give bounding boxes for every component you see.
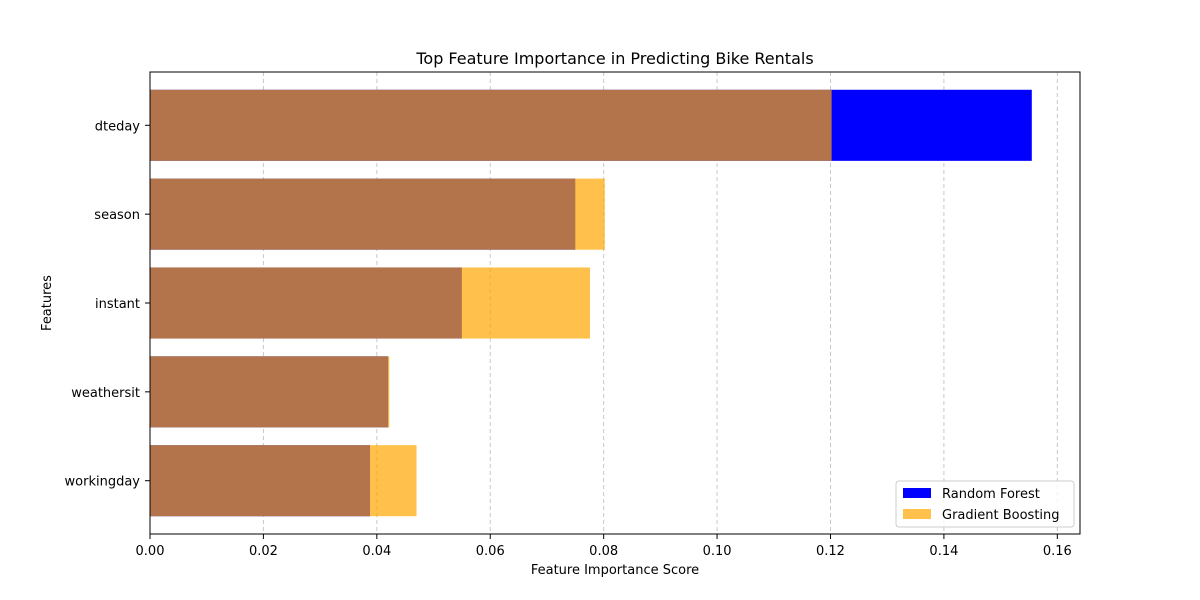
y-tick-label: season	[94, 208, 140, 223]
chart-title: Top Feature Importance in Predicting Bik…	[415, 49, 813, 68]
y-axis-ticks: dteday season instant weathersit workingday	[65, 119, 150, 490]
legend: Random Forest Gradient Boosting	[895, 480, 1075, 528]
x-tick-label: 0.10	[703, 544, 732, 559]
legend-label-random-forest: Random Forest	[942, 487, 1040, 502]
y-tick-label: dteday	[95, 119, 141, 134]
x-tick-label: 0.12	[816, 544, 845, 559]
y-tick-label: workingday	[65, 475, 141, 490]
x-tick-label: 0.14	[929, 544, 958, 559]
x-tick-label: 0.00	[136, 544, 165, 559]
x-tick-label: 0.16	[1043, 544, 1072, 559]
bar-gradient-boosting-instant	[150, 267, 591, 339]
gradient-boosting-bars	[150, 89, 832, 517]
y-tick-label: weathersit	[71, 386, 140, 401]
x-tick-label: 0.06	[476, 544, 505, 559]
x-axis-ticks: 0.00 0.02 0.04 0.06 0.08 0.10 0.12 0.14 0.16	[136, 534, 1072, 559]
x-tick-label: 0.04	[362, 544, 391, 559]
x-axis-label: Feature Importance Score	[531, 563, 699, 578]
y-axis-label: Features	[40, 275, 55, 331]
legend-label-gradient-boosting: Gradient Boosting	[942, 508, 1060, 523]
legend-box	[895, 480, 1075, 528]
y-tick-label: instant	[95, 297, 140, 312]
bar-gradient-boosting-workingday	[150, 445, 417, 517]
legend-swatch-random-forest	[903, 488, 931, 498]
bar-gradient-boosting-dteday	[150, 89, 832, 161]
x-tick-label: 0.08	[589, 544, 618, 559]
legend-swatch-gradient-boosting	[903, 509, 931, 519]
x-tick-label: 0.02	[249, 544, 278, 559]
bar-gradient-boosting-season	[150, 178, 605, 250]
bar-gradient-boosting-weathersit	[150, 356, 390, 428]
